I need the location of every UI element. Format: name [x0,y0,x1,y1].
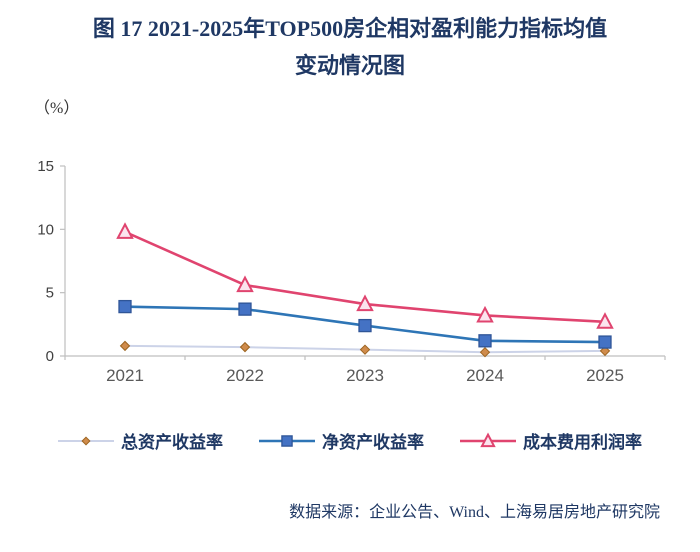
triangle-legend-swatch [460,431,516,447]
x-tick-label: 2024 [466,366,504,385]
data-source: 数据来源：企业公告、Wind、上海易居房地产研究院 [289,504,660,521]
y-tick-label: 0 [46,348,54,365]
legend-label: 总资产收益率 [121,433,223,452]
square-marker [598,335,612,349]
diamond-marker [119,340,131,352]
x-tick-label: 2023 [346,366,384,385]
triangle-marker [476,305,494,323]
x-tick-label: 2021 [106,366,144,385]
square-legend-swatch [259,434,315,447]
diamond-legend-swatch [58,435,114,446]
legend-item-1: 总资产收益率 [58,428,223,453]
diamond-marker [81,435,91,446]
square-marker [358,318,372,333]
square-marker [281,434,293,447]
legend-item-3: 成本费用利润率 [460,428,642,453]
legend-label: 净资产收益率 [322,433,424,452]
square-marker [118,299,132,314]
x-tick-label: 2025 [586,366,624,385]
legend-item-2: 净资产收益率 [259,428,424,453]
triangle-marker [236,275,254,293]
diamond-marker [359,344,371,355]
x-tick-label: 2022 [226,366,264,385]
triangle-marker [596,312,614,329]
chart-title-line1: 图 17 2021-2025年TOP500房企相对盈利能力指标均值 [92,16,608,41]
square-marker [478,334,492,348]
chart-legend: 总资产收益率 净资产收益率 成本费用利润率 [0,428,700,453]
triangle-marker [480,431,496,447]
diamond-marker [599,345,611,357]
line-chart: 0 5 10 15 2021 2022 2023 2024 2025 [37,158,666,385]
square-marker [238,302,252,316]
diamond-marker [479,346,491,358]
y-axis-unit-label: （%） [34,100,80,117]
legend-label: 成本费用利润率 [523,433,642,452]
triangle-marker [356,294,374,312]
y-tick-label: 15 [37,158,54,175]
diamond-marker [239,341,251,353]
triangle-marker [116,222,134,239]
y-tick-label: 5 [46,285,54,302]
chart-title: 图 17 2021-2025年TOP500房企相对盈利能力指标均值 变动情况图 [0,0,700,84]
chart-title-line2: 变动情况图 [294,53,405,78]
y-tick-label: 10 [37,221,54,238]
